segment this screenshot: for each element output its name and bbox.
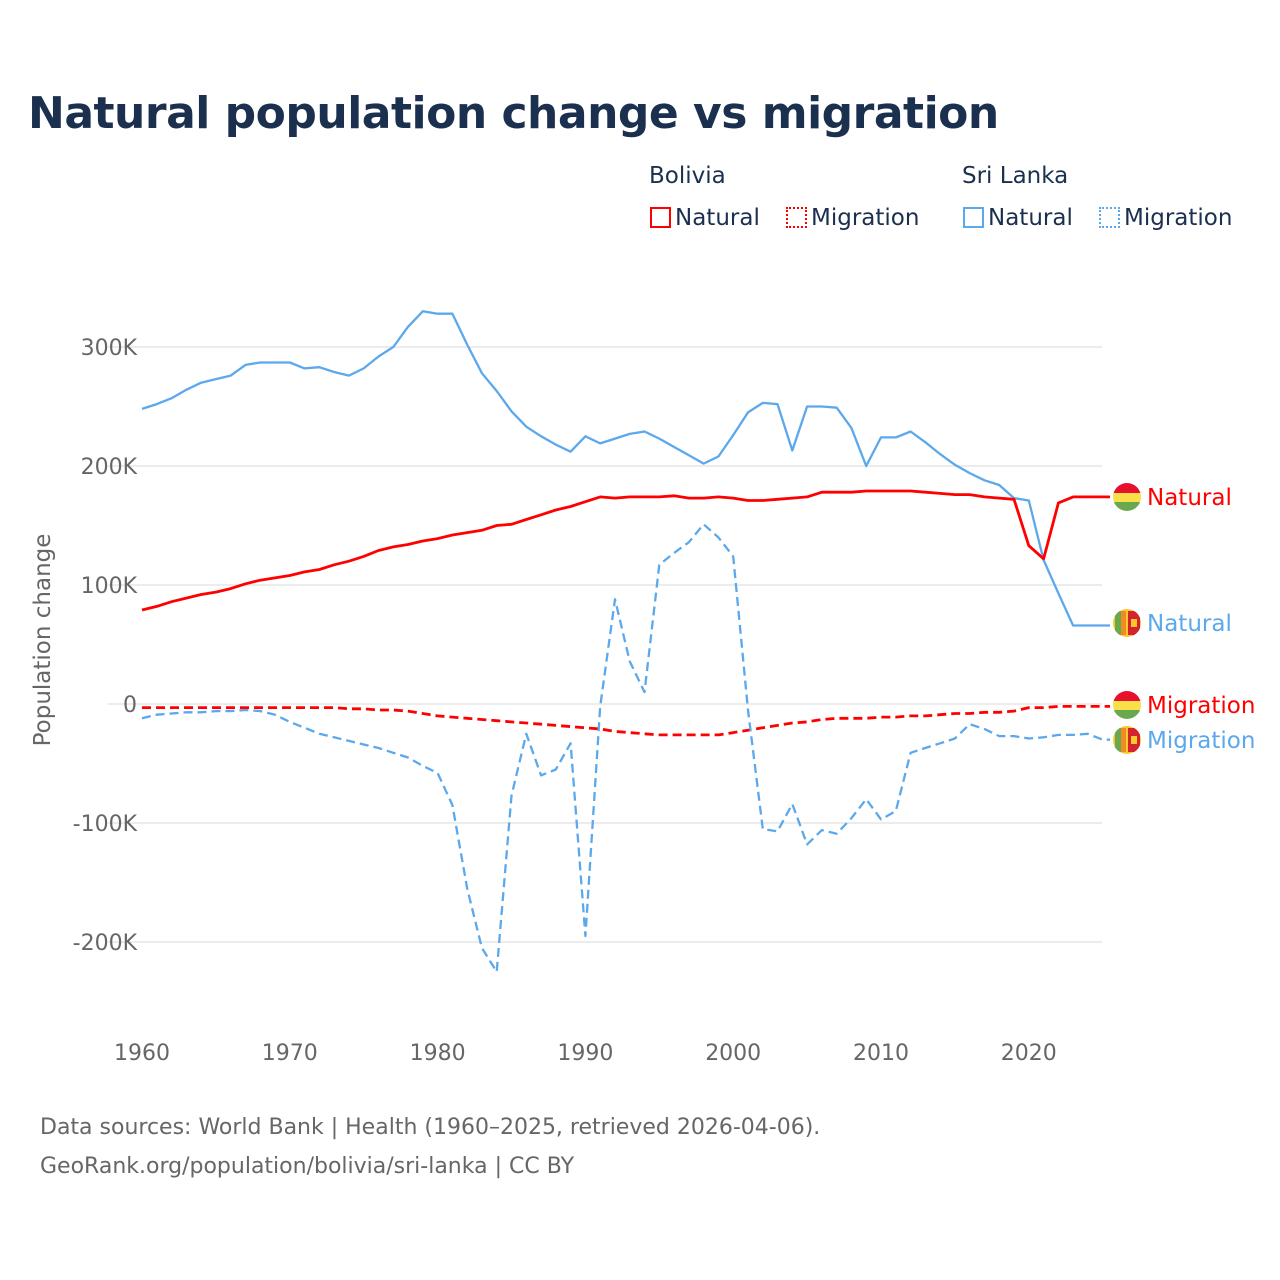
bolivia-flag-icon — [1113, 691, 1141, 719]
y-tick-label: 300K — [81, 336, 138, 361]
series-end-label: Natural — [1147, 611, 1232, 637]
legend-swatch-solid — [650, 207, 671, 228]
y-tick-label: 0 — [123, 693, 137, 718]
x-tick-label: 1970 — [262, 1041, 318, 1066]
x-tick-label: 2020 — [1001, 1041, 1057, 1066]
y-tick-label: 200K — [81, 455, 138, 480]
legend-item-sri-lanka-natural[interactable]: Natural — [963, 205, 1073, 231]
series-end-label: Migration — [1147, 693, 1255, 719]
sri-lanka-flag-icon — [1113, 726, 1141, 754]
series-line-bolivia-natural[interactable] — [141, 489, 1110, 612]
legend-label: Natural — [988, 205, 1073, 231]
legend-item-bolivia-migration[interactable]: Migration — [786, 205, 919, 231]
legend-label: Natural — [675, 205, 760, 231]
legend-label: Migration — [1124, 205, 1233, 231]
series-line-bolivia-migration[interactable] — [142, 705, 1110, 737]
legend-label: Migration — [811, 205, 920, 231]
series-end-label: Natural — [1147, 485, 1232, 511]
chart-title: Natural population change vs migration — [28, 88, 999, 139]
legend-swatch-dotted — [1099, 207, 1120, 228]
plot-area: -200K -100K 0 100K 200K 300K 1960 1970 1980 1990… — [30, 310, 1255, 1066]
y-tick-label: -100K — [73, 812, 138, 837]
x-tick-label: 1990 — [557, 1041, 613, 1066]
legend-group-sri-lanka: Sri Lanka — [962, 163, 1069, 189]
y-tick-label: 100K — [81, 574, 138, 599]
legend-swatch-solid — [963, 207, 984, 228]
y-tick-label: -200K — [73, 931, 138, 956]
legend-group-bolivia: Bolivia — [649, 163, 726, 189]
sri-lanka-flag-icon — [1113, 609, 1141, 637]
source-note: Data sources: World Bank | Health (1960–… — [40, 1108, 820, 1186]
series-line-sri-lanka-migration[interactable] — [141, 523, 1110, 973]
source-line-1: Data sources: World Bank | Health (1960–… — [40, 1115, 821, 1140]
y-axis-label: Population change — [30, 534, 56, 747]
series-end-label: Migration — [1147, 728, 1255, 754]
legend-item-bolivia-natural[interactable]: Natural — [650, 205, 760, 231]
x-tick-label: 2000 — [705, 1041, 761, 1066]
x-tick-label: 2010 — [853, 1041, 909, 1066]
x-tick-label: 1960 — [114, 1041, 170, 1066]
legend-item-sri-lanka-migration[interactable]: Migration — [1099, 205, 1232, 231]
bolivia-flag-icon — [1113, 483, 1141, 511]
series-line-sri-lanka-natural[interactable] — [141, 310, 1110, 627]
legend-swatch-dotted — [786, 207, 807, 228]
source-line-2[interactable]: GeoRank.org/population/bolivia/sri-lanka… — [40, 1154, 575, 1179]
x-tick-label: 1980 — [410, 1041, 466, 1066]
